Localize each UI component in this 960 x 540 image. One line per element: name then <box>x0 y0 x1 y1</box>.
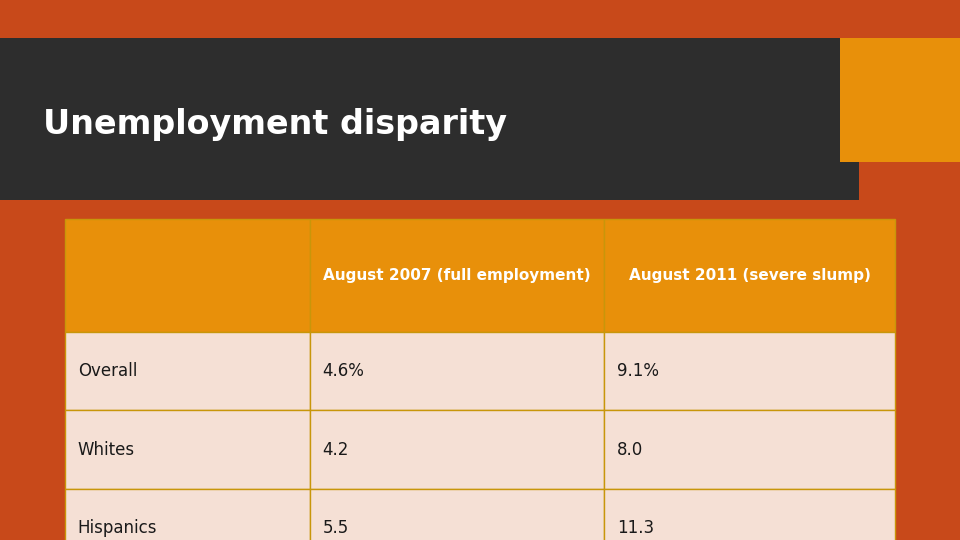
Bar <box>310 219 605 332</box>
Bar <box>310 332 605 410</box>
Text: August 2007 (full employment): August 2007 (full employment) <box>324 268 591 283</box>
Text: 9.1%: 9.1% <box>617 362 659 380</box>
Bar <box>65 332 310 410</box>
Bar <box>605 489 895 540</box>
Text: 11.3: 11.3 <box>617 519 654 537</box>
Text: Whites: Whites <box>78 441 135 458</box>
Bar <box>605 219 895 332</box>
Bar <box>840 38 960 162</box>
Text: 4.6%: 4.6% <box>323 362 364 380</box>
Bar <box>310 489 605 540</box>
Text: 4.2: 4.2 <box>323 441 348 458</box>
Bar <box>0 38 859 200</box>
Text: 8.0: 8.0 <box>617 441 643 458</box>
Bar <box>65 410 310 489</box>
Text: Unemployment disparity: Unemployment disparity <box>43 107 507 141</box>
Bar <box>605 410 895 489</box>
Text: 5.5: 5.5 <box>323 519 348 537</box>
Bar <box>605 332 895 410</box>
Bar <box>65 489 310 540</box>
Text: Overall: Overall <box>78 362 137 380</box>
Text: August 2011 (severe slump): August 2011 (severe slump) <box>629 268 871 283</box>
Text: Hispanics: Hispanics <box>78 519 157 537</box>
Bar <box>310 410 605 489</box>
Bar <box>65 219 310 332</box>
